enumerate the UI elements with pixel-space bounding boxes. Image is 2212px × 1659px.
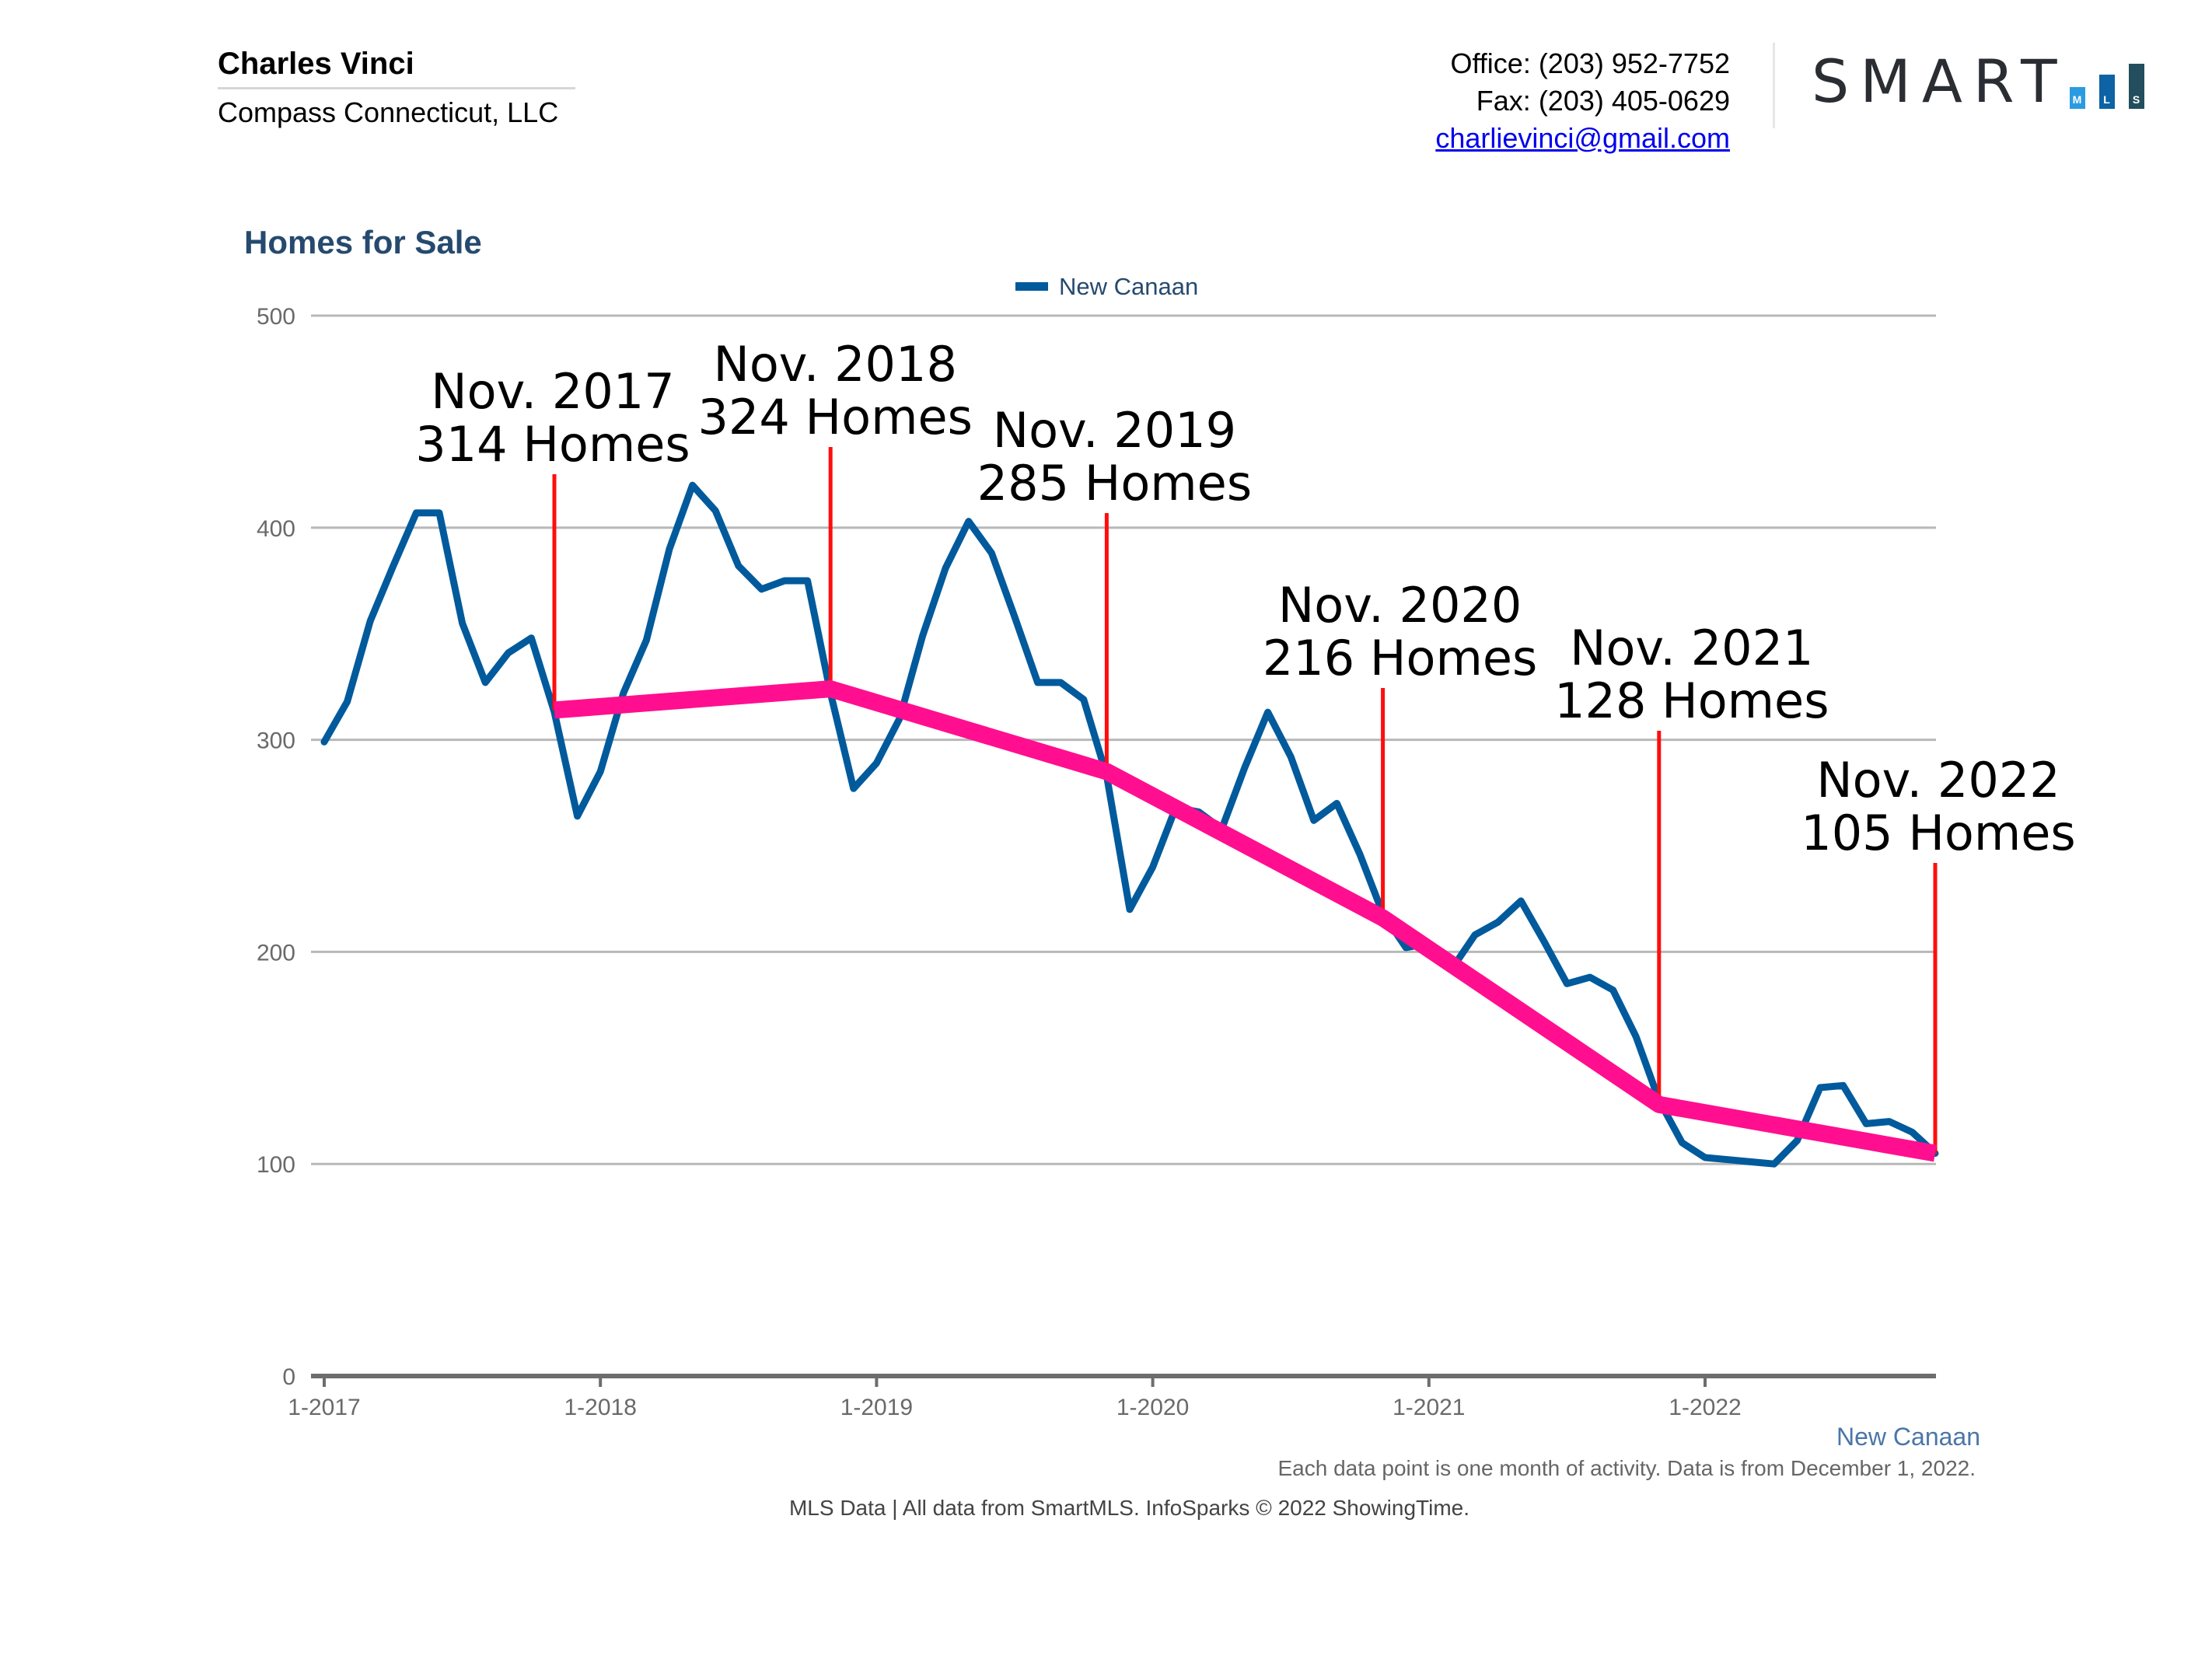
office-phone: Office: (203) 952-7752 [1450, 47, 1730, 79]
agent-info: Charles Vinci Compass Connecticut, LLC [218, 45, 575, 130]
agent-company: Compass Connecticut, LLC [218, 96, 559, 128]
annotation-count: 105 Homes [1801, 805, 2075, 861]
y-tick-label: 0 [282, 1364, 295, 1390]
data-note-text: Each data point is one month of activity… [1277, 1456, 1976, 1480]
market-label: New Canaan [1836, 1423, 1980, 1451]
legend-swatch [1015, 282, 1048, 291]
y-tick-label: 200 [257, 940, 295, 966]
x-axis: 1-2017 1-2018 1-2019 1-2020 1-2021 1-2022 [288, 1374, 1936, 1420]
legend: New Canaan [1015, 273, 1198, 300]
x-tick-label: 1-2017 [288, 1395, 360, 1420]
y-tick-label: 100 [257, 1152, 295, 1178]
x-tick-label: 1-2020 [1116, 1395, 1189, 1420]
annotation-lines [552, 447, 1938, 1154]
annotation-month: Nov. 2022 [1816, 752, 2060, 809]
annotation-month: Nov. 2018 [714, 336, 957, 393]
logo-text: SMART [1812, 47, 2068, 116]
agent-divider [218, 87, 575, 89]
grid-lines [311, 314, 1936, 1165]
x-tick-label: 1-2019 [840, 1395, 913, 1420]
data-note: New Canaan Each data point is one month … [1277, 1423, 1981, 1481]
trend-line [554, 680, 1937, 1162]
y-tick-label: 400 [257, 516, 295, 542]
chart-title: Homes for Sale [244, 224, 482, 260]
annotation-count: 324 Homes [697, 389, 972, 445]
logo-bar-l: L [2098, 75, 2115, 109]
trend-line-november [554, 680, 1937, 1162]
email-link[interactable]: charlievinci@gmail.com [1435, 122, 1730, 154]
y-tick-label: 300 [257, 728, 295, 754]
header-divider [1773, 43, 1775, 128]
annotation-count: 216 Homes [1263, 630, 1537, 686]
x-tick-label: 1-2021 [1393, 1395, 1465, 1420]
series-new-canaan [320, 481, 1939, 1168]
y-axis-ticks: 0 100 200 300 400 500 [257, 304, 295, 1390]
contact-info: Office: (203) 952-7752 Fax: (203) 405-06… [1435, 45, 1730, 157]
annotation-count: 285 Homes [977, 455, 1252, 512]
agent-name: Charles Vinci [218, 47, 414, 81]
annotation-month: Nov. 2019 [993, 402, 1236, 459]
annotation-month: Nov. 2017 [431, 363, 674, 420]
annotation-count: 314 Homes [415, 416, 690, 473]
x-tick-label: 1-2018 [564, 1395, 636, 1420]
logo-bars-icon: M L S [2069, 62, 2158, 109]
legend-label: New Canaan [1059, 273, 1198, 300]
smartmls-logo: SMART M L S [1812, 47, 2158, 116]
x-tick-label: 1-2022 [1669, 1395, 1741, 1420]
series-line-new-canaan [320, 481, 1939, 1168]
y-tick-label: 500 [257, 304, 295, 330]
annotation-month: Nov. 2021 [1570, 620, 1813, 676]
annotation-count: 128 Homes [1554, 672, 1829, 729]
logo-bar-m: M [2069, 87, 2085, 109]
fax-number: Fax: (203) 405-0629 [1476, 85, 1730, 117]
logo-bar-s: S [2128, 64, 2144, 109]
annotation-month: Nov. 2020 [1278, 577, 1522, 634]
footer-credit: MLS Data | All data from SmartMLS. InfoS… [788, 1496, 1469, 1520]
